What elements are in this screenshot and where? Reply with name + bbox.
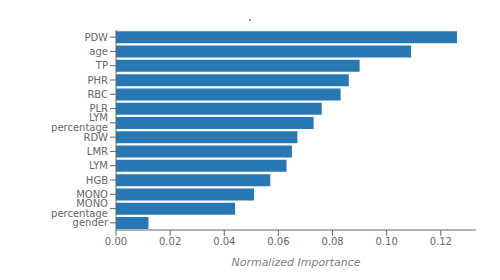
svg-text:LYM: LYM — [89, 160, 108, 171]
svg-text:HGB: HGB — [86, 175, 108, 186]
svg-text:0.10: 0.10 — [376, 236, 398, 247]
svg-text:0.04: 0.04 — [213, 236, 235, 247]
svg-text:0.00: 0.00 — [105, 236, 127, 247]
svg-text:RBC: RBC — [87, 89, 108, 100]
svg-text:gender: gender — [72, 217, 108, 229]
svg-text:MONOpercentage: MONOpercentage — [51, 198, 108, 219]
svg-text:PLR: PLR — [89, 103, 108, 114]
svg-text:0.08: 0.08 — [321, 236, 343, 247]
svg-text:Normalized Importance: Normalized Importance — [231, 256, 360, 269]
svg-text:0.12: 0.12 — [430, 236, 452, 247]
svg-text:PDW: PDW — [84, 32, 108, 43]
svg-text:age: age — [89, 46, 108, 57]
svg-text:0.02: 0.02 — [159, 236, 181, 247]
svg-text:MONO: MONO — [76, 189, 108, 200]
svg-text:0.06: 0.06 — [267, 236, 289, 247]
svg-text:TP: TP — [95, 60, 108, 71]
svg-text:PHR: PHR — [88, 75, 109, 86]
svg-text:LYMpercentage: LYMpercentage — [51, 112, 108, 133]
svg-text:LMR: LMR — [87, 146, 108, 157]
svg-text:RDW: RDW — [83, 131, 108, 143]
